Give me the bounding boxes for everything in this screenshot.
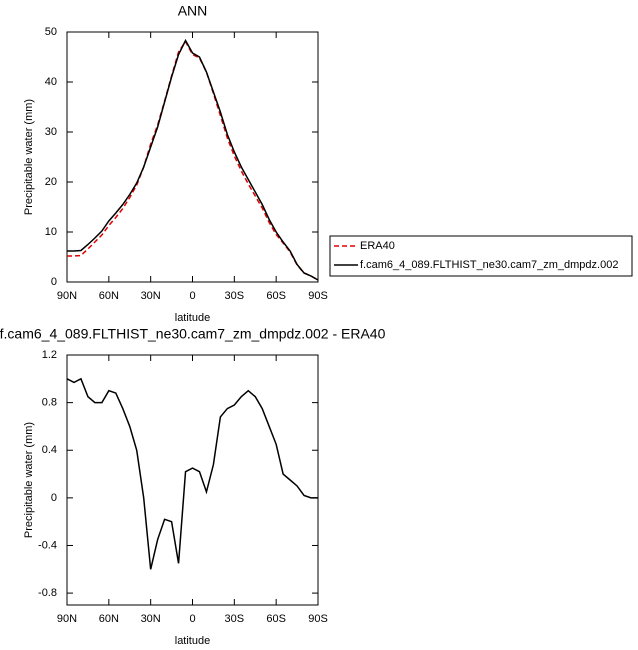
x-tick-label: 60N [99, 290, 119, 302]
x-tick-label: 90S [308, 290, 328, 302]
x-axis-label: latitude [175, 635, 210, 647]
data-line [67, 40, 319, 281]
y-tick-label: 0.4 [42, 444, 57, 456]
x-tick-label: 30N [141, 613, 161, 625]
y-tick-label: 0 [51, 492, 57, 504]
y-tick-label: 1.2 [42, 349, 57, 361]
y-tick-label: 20 [45, 176, 57, 188]
y-tick-label: 0 [51, 276, 57, 288]
data-line [67, 38, 319, 281]
y-tick-label: 30 [45, 126, 57, 138]
y-tick-label: -0.4 [38, 539, 57, 551]
y-axis-label: Precipitable water (mm) [23, 99, 35, 215]
legend-label: f.cam6_4_089.FLTHIST_ne30.cam7_zm_dmpdz.… [360, 259, 618, 271]
x-axis-label: latitude [175, 312, 210, 324]
plot-frame [66, 31, 319, 283]
y-tick-label: 10 [45, 226, 57, 238]
x-tick-label: 90N [57, 290, 77, 302]
x-tick-label: 60N [99, 613, 119, 625]
chart-title: ANN [178, 3, 208, 19]
x-tick-label: 90N [57, 613, 77, 625]
x-tick-label: 30S [225, 290, 245, 302]
legend-label: ERA40 [360, 240, 395, 252]
y-axis-label: Precipitable water (mm) [23, 422, 35, 538]
x-tick-label: 0 [189, 613, 195, 625]
y-tick-label: 40 [45, 76, 57, 88]
y-tick-label: 0.8 [42, 397, 57, 409]
x-tick-label: 30N [141, 290, 161, 302]
y-tick-label: -0.8 [38, 587, 57, 599]
x-tick-label: 0 [189, 290, 195, 302]
x-tick-label: 90S [308, 613, 328, 625]
x-tick-label: 30S [225, 613, 245, 625]
data-line [66, 377, 318, 570]
chart-title: f.cam6_4_089.FLTHIST_ne30.cam7_zm_dmpdz.… [0, 326, 386, 342]
x-tick-label: 60S [266, 290, 286, 302]
x-tick-label: 60S [266, 613, 286, 625]
legend-box [329, 235, 633, 277]
y-tick-label: 50 [45, 26, 57, 38]
plot-frame [66, 354, 319, 606]
